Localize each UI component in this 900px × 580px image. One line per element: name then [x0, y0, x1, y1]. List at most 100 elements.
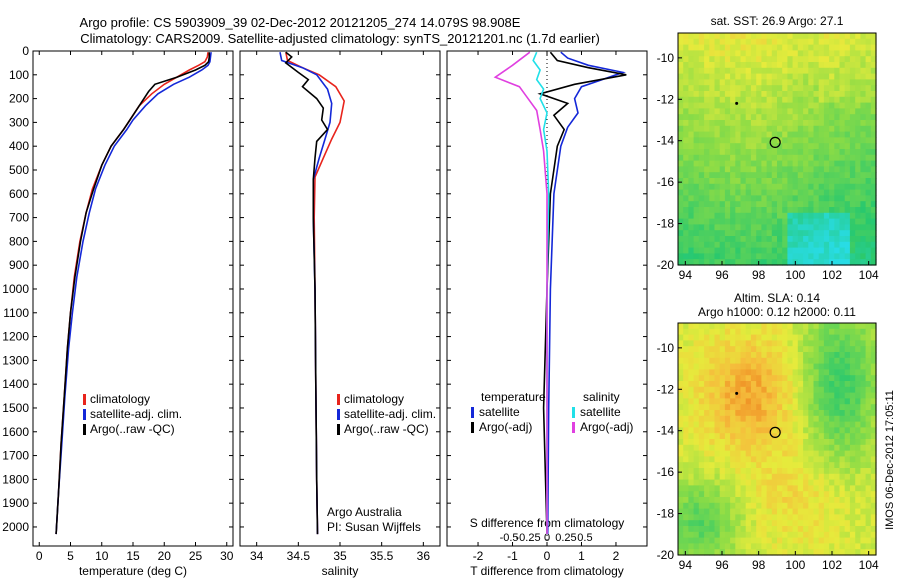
map-cell: [813, 369, 820, 376]
map-cell: [698, 85, 705, 92]
map-cell: [714, 531, 721, 539]
map-cell: [823, 439, 830, 446]
map-cell: [855, 154, 861, 162]
map-cell: [797, 497, 804, 504]
map-cell: [735, 120, 742, 127]
map-cell: [834, 497, 841, 504]
map-cell: [678, 247, 684, 254]
map-cell: [735, 73, 742, 80]
map-cell: [693, 410, 700, 417]
map-cell: [844, 369, 851, 376]
map-cell: [782, 224, 788, 231]
map-cell: [787, 172, 794, 179]
map-cell: [688, 502, 695, 510]
map-cell: [808, 485, 815, 492]
map-cell: [818, 253, 825, 260]
map-cell: [782, 473, 788, 481]
map-cell: [693, 195, 700, 202]
map-cell: [797, 381, 804, 388]
x-tick-label: 30: [220, 549, 234, 563]
map-cell: [818, 131, 825, 138]
map-cell: [745, 410, 752, 417]
map-cell: [829, 85, 835, 92]
map-cell: [803, 404, 809, 411]
map-cell: [870, 154, 877, 162]
map-cell: [750, 537, 757, 544]
map-cell: [849, 56, 856, 63]
map-cell: [782, 526, 788, 533]
map-cell: [678, 543, 684, 550]
map-cell: [740, 108, 747, 115]
map-cell: [813, 508, 820, 515]
map-cell: [698, 218, 705, 225]
map-cell: [756, 195, 762, 202]
map-cell: [855, 468, 861, 475]
map-cell: [870, 50, 877, 57]
map-cell: [771, 108, 778, 115]
map-cell: [704, 404, 710, 411]
map-cell: [750, 236, 757, 243]
map-cell: [808, 73, 815, 80]
map-cell: [818, 137, 825, 144]
map-cell: [766, 102, 773, 109]
map-cell: [777, 125, 783, 133]
map-cell: [730, 468, 736, 475]
map-cell: [823, 491, 830, 498]
map-cell: [740, 439, 747, 446]
map-cell: [839, 230, 846, 237]
legend-label: Argo(..raw -QC): [344, 422, 429, 436]
map-cell: [761, 67, 768, 75]
map-cell: [693, 247, 700, 254]
sst-map-title: sat. SST: 26.9 Argo: 27.1: [711, 14, 844, 28]
map-cell: [849, 526, 856, 533]
map-cell: [865, 247, 872, 254]
map-cell: [839, 514, 846, 521]
map-cell: [803, 44, 809, 51]
map-cell: [792, 114, 799, 121]
map-cell: [844, 120, 851, 127]
map-cell: [803, 230, 809, 237]
map-cell: [782, 79, 788, 86]
map-cell: [860, 230, 867, 237]
map-cell: [797, 485, 804, 492]
map-cell: [803, 462, 809, 469]
map-cell: [761, 520, 768, 527]
map-cell: [839, 189, 846, 196]
legend-label: Argo(..raw -QC): [90, 422, 175, 436]
map-cell: [704, 247, 710, 254]
map-cell: [787, 520, 794, 527]
map-cell: [683, 120, 689, 127]
map-cell: [834, 189, 841, 196]
map-cell: [678, 33, 684, 40]
map-cell: [761, 439, 768, 446]
map-cell: [865, 189, 872, 196]
map-cell: [865, 444, 872, 452]
map-cell: [709, 241, 716, 249]
map-cell: [860, 38, 867, 46]
map-cell: [860, 131, 867, 138]
map-cell: [693, 531, 700, 539]
map-cell: [750, 369, 757, 376]
map-cell: [839, 520, 846, 527]
map-cell: [844, 410, 851, 417]
map-cell: [839, 212, 846, 220]
map-cell: [829, 473, 835, 481]
map-cell: [860, 386, 867, 394]
map-cell: [844, 195, 851, 202]
map-cell: [693, 526, 700, 533]
map-cell: [849, 375, 856, 382]
map-cell: [855, 363, 861, 370]
map-cell: [834, 160, 841, 167]
map-cell: [745, 201, 752, 208]
map-cell: [855, 514, 861, 521]
map-cell: [813, 259, 820, 266]
map-cell: [808, 543, 815, 550]
map-cell: [693, 456, 700, 463]
map-cell: [761, 328, 768, 336]
map-cell: [860, 549, 867, 556]
map-cell: [855, 125, 861, 133]
map-cell: [818, 79, 825, 86]
map-cell: [855, 172, 861, 179]
map-cell: [829, 236, 835, 243]
map-cell: [719, 259, 726, 266]
